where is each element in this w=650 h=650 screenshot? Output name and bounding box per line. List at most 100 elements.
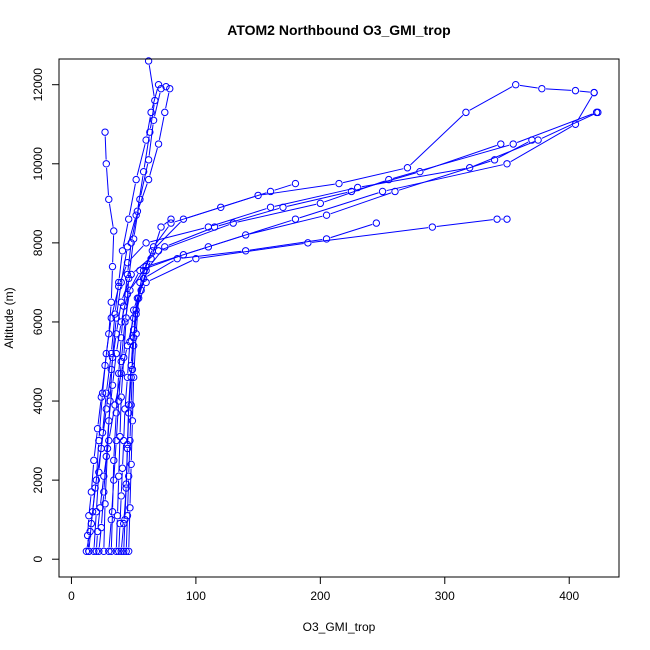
series-segment — [124, 381, 128, 405]
data-point — [87, 488, 96, 496]
data-point — [372, 219, 381, 227]
data-point — [335, 179, 343, 188]
series-segment — [106, 357, 112, 390]
series-segment — [137, 183, 148, 212]
series-segment — [93, 515, 97, 548]
series-segment — [137, 274, 144, 295]
data-point — [137, 286, 145, 295]
series-segment — [125, 448, 128, 480]
series-segment — [423, 144, 497, 171]
data-point — [490, 156, 499, 164]
data-point — [93, 527, 102, 536]
data-point — [512, 81, 520, 89]
data-point — [121, 515, 129, 524]
series-segment — [132, 381, 135, 417]
series-segment — [162, 224, 230, 250]
data-point — [147, 108, 155, 117]
series-segment — [132, 341, 135, 366]
series-segment — [436, 219, 493, 228]
data-point — [120, 302, 128, 310]
series-segment — [148, 65, 155, 97]
series-segment — [143, 136, 150, 168]
data-point — [592, 108, 601, 117]
x-tick-label: 100 — [186, 589, 206, 603]
data-point — [123, 373, 132, 382]
data-point — [95, 468, 103, 476]
data-point — [462, 108, 470, 117]
series-segment — [127, 246, 132, 271]
data-point — [266, 203, 275, 211]
series-segment — [122, 223, 129, 247]
series-4 — [117, 81, 598, 555]
series-segment — [113, 417, 117, 457]
series-segment — [311, 227, 429, 243]
series-segment — [104, 452, 108, 500]
series-segment — [116, 306, 122, 330]
series-segment — [116, 326, 122, 350]
data-point — [166, 84, 174, 93]
series-segment — [181, 250, 242, 259]
data-point — [136, 266, 144, 275]
data-point — [144, 57, 153, 65]
series-3 — [105, 88, 598, 555]
series-segment — [101, 413, 107, 445]
data-point — [96, 504, 104, 512]
data-point — [117, 547, 125, 555]
series-segment — [122, 444, 125, 465]
data-point — [534, 136, 542, 144]
series-segment — [118, 527, 121, 548]
series-segment — [104, 136, 107, 160]
series-segment — [123, 278, 128, 303]
y-axis-label: Altitude (m) — [2, 287, 16, 348]
data-point — [151, 96, 159, 105]
data-point — [110, 456, 118, 465]
data-point — [101, 128, 109, 136]
series-segment — [330, 223, 373, 239]
series-segment — [118, 440, 121, 472]
series-segment — [299, 192, 379, 219]
series-segment — [106, 167, 109, 196]
series-segment — [114, 286, 119, 310]
data-point — [142, 239, 150, 247]
data-point — [121, 318, 129, 326]
data-point — [97, 393, 106, 401]
data-point — [117, 334, 125, 342]
series-9 — [124, 140, 505, 555]
data-point — [100, 472, 108, 480]
series-segment — [133, 302, 138, 326]
series-segment — [168, 228, 211, 246]
data-point — [112, 314, 120, 322]
data-point — [126, 286, 134, 295]
series-segment — [97, 511, 101, 528]
y-tick-label: 6000 — [31, 308, 45, 335]
data-point — [123, 512, 132, 520]
series-segment — [130, 334, 134, 362]
data-point — [108, 508, 117, 516]
data-point — [304, 239, 312, 247]
data-point — [503, 160, 511, 168]
data-point — [90, 456, 98, 465]
data-point — [95, 547, 103, 555]
data-point — [509, 140, 517, 148]
series-segment — [112, 235, 115, 263]
data-point — [93, 425, 102, 433]
series-segment — [112, 322, 117, 354]
x-tick-label: 0 — [68, 589, 75, 603]
data-point — [142, 136, 150, 144]
series-segment — [112, 464, 115, 508]
series-segment — [121, 310, 124, 334]
series-10 — [100, 84, 174, 555]
data-point — [316, 199, 325, 208]
data-point — [149, 116, 158, 124]
data-point — [110, 227, 118, 235]
data-point — [179, 215, 188, 223]
series-segment — [249, 215, 323, 235]
series-segment — [88, 496, 92, 512]
data-point — [115, 278, 123, 287]
data-point — [116, 519, 124, 528]
data-point — [92, 508, 101, 516]
data-point — [102, 389, 110, 397]
series-segment — [577, 95, 593, 121]
series-1 — [82, 108, 602, 555]
